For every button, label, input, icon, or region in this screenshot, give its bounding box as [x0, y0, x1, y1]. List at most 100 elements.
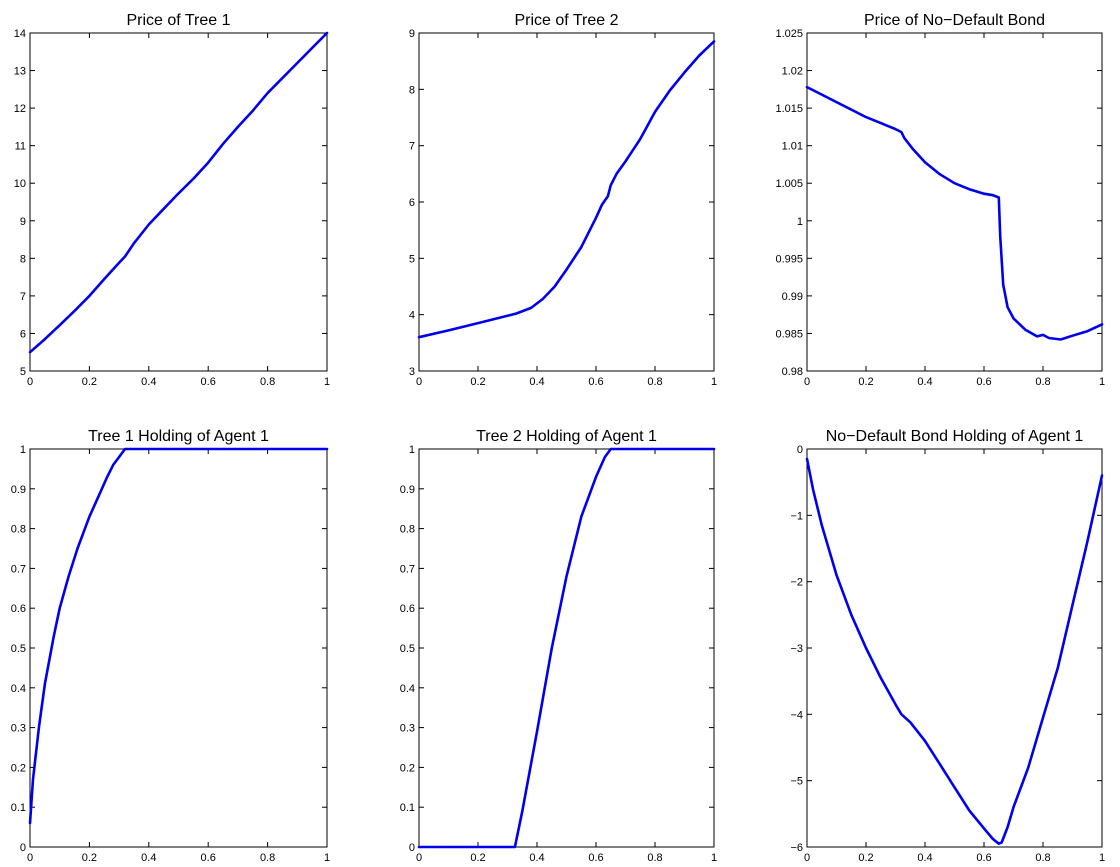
axes-box [806, 32, 1103, 372]
y-tick-label: 0.2 [400, 762, 415, 774]
x-tick-label: 0.8 [260, 852, 275, 864]
y-tick-label: −2 [790, 577, 803, 589]
x-tick-label: 0.6 [588, 852, 603, 864]
y-tick-label: 0.1 [11, 802, 26, 814]
y-tick-label: 1.02 [782, 66, 803, 78]
y-tick-label: 1.005 [775, 178, 803, 190]
y-tick-label: 0.5 [400, 643, 415, 655]
x-tick-label: 0.8 [647, 376, 662, 388]
y-tick-label: 11 [15, 141, 26, 153]
y-tick-label: 8 [409, 84, 415, 96]
x-tick-label: 1 [324, 852, 330, 864]
x-tick-label: 1 [711, 376, 717, 388]
axes-box [418, 448, 715, 848]
axes-box [806, 448, 1103, 848]
x-tick-label: 1 [1099, 852, 1105, 864]
x-tick-label: 0.2 [858, 852, 873, 864]
chart-panel: 0 0.1 0.2 0.3 0.4 0.5 0.6 0.7 0.8 0.9 1 0 0.2 0.4 0.6 0… [11, 428, 330, 864]
y-tick-label: 5 [20, 366, 26, 378]
x-tick-label: 0 [27, 376, 33, 388]
chart-panel: 3 4 5 6 7 8 9 0 0.2 0.4 0.6 0.8 1 Price of Tree 2 [409, 12, 717, 388]
x-tick-label: 1 [1099, 376, 1105, 388]
axes-box [29, 32, 328, 372]
series-line [28, 31, 329, 354]
x-tick-label: 0 [416, 376, 422, 388]
axes-box [29, 448, 328, 848]
x-tick-label: 0.8 [647, 852, 662, 864]
y-tick-label: 0.3 [400, 723, 415, 735]
y-tick-label: 9 [409, 28, 415, 40]
series-line [28, 447, 329, 825]
y-tick-label: 5 [409, 253, 415, 265]
y-tick-label: 6 [20, 328, 26, 340]
x-tick-label: 0.4 [529, 376, 544, 388]
y-tick-label: 3 [409, 366, 415, 378]
chart-title: Price of Tree 1 [126, 12, 230, 29]
x-tick-label: 0.2 [82, 376, 97, 388]
x-tick-label: 0 [804, 376, 810, 388]
x-tick-label: 0.2 [858, 376, 873, 388]
chart-panel: 5 6 7 8 9 10 11 12 13 14 0 0.2 0.4 0.6 0.8 1 Price of Tr… [14, 12, 330, 388]
y-tick-label: −3 [790, 643, 803, 655]
y-tick-label: 0 [797, 444, 803, 456]
x-tick-label: 0.6 [976, 852, 991, 864]
y-tick-label: 0.9 [400, 484, 415, 496]
x-tick-label: 0.4 [917, 376, 932, 388]
x-tick-label: 0 [804, 852, 810, 864]
x-tick-label: 0.2 [470, 852, 485, 864]
y-tick-label: 6 [409, 197, 415, 209]
y-tick-label: 0.9 [11, 484, 26, 496]
y-tick-label: 0.3 [11, 723, 26, 735]
x-tick-label: 0 [27, 852, 33, 864]
y-tick-label: 0.98 [782, 366, 803, 378]
y-tick-label: 13 [14, 66, 26, 78]
y-tick-label: 1.015 [775, 103, 803, 115]
y-tick-label: 0.1 [400, 802, 415, 814]
x-tick-label: 0.4 [917, 852, 932, 864]
x-tick-label: 1 [711, 852, 717, 864]
y-tick-label: 0.995 [775, 253, 803, 265]
y-tick-label: 0 [20, 842, 26, 854]
x-tick-label: 0.4 [529, 852, 544, 864]
y-tick-label: 0.4 [11, 683, 26, 695]
y-tick-label: 1 [409, 444, 415, 456]
x-tick-label: 0.6 [201, 376, 216, 388]
y-tick-label: 14 [14, 28, 26, 40]
x-tick-label: 0.2 [82, 852, 97, 864]
y-tick-label: 0.6 [400, 603, 415, 615]
y-tick-label: 1.025 [775, 28, 803, 40]
x-tick-label: 0.2 [470, 376, 485, 388]
y-tick-label: −1 [790, 510, 803, 522]
chart-panel: 0 0.1 0.2 0.3 0.4 0.5 0.6 0.7 0.8 0.9 1 0 0.2 0.4 0.6 0… [400, 428, 717, 864]
y-tick-label: 0.8 [11, 524, 26, 536]
y-tick-label: 1.01 [782, 141, 803, 153]
x-tick-label: 0 [416, 852, 422, 864]
chart-title: Tree 2 Holding of Agent 1 [476, 428, 657, 445]
y-tick-label: 1 [797, 216, 803, 228]
y-tick-label: 9 [20, 216, 26, 228]
x-tick-label: 0.6 [976, 376, 991, 388]
series-line [417, 40, 716, 339]
series-line [805, 457, 1104, 846]
y-tick-label: 7 [20, 291, 26, 303]
x-tick-label: 0.8 [260, 376, 275, 388]
y-tick-label: 0.8 [400, 524, 415, 536]
x-tick-label: 0.4 [141, 852, 156, 864]
y-tick-label: 0.5 [11, 643, 26, 655]
y-tick-label: 0.7 [400, 563, 415, 575]
y-tick-label: −6 [790, 842, 803, 854]
y-tick-label: 0.4 [400, 683, 415, 695]
x-tick-label: 0.8 [1035, 852, 1050, 864]
x-tick-label: 0.4 [141, 376, 156, 388]
chart-title: Price of No−Default Bond [864, 12, 1045, 29]
y-tick-label: 10 [14, 178, 26, 190]
chart-title: Tree 1 Holding of Agent 1 [88, 428, 269, 445]
y-tick-label: 1 [20, 444, 26, 456]
axes-box [418, 32, 715, 372]
y-tick-label: 0.7 [11, 563, 26, 575]
y-tick-label: 12 [14, 103, 26, 115]
y-tick-label: 0.6 [11, 603, 26, 615]
y-tick-label: 4 [409, 310, 415, 322]
x-tick-label: 0.8 [1035, 376, 1050, 388]
